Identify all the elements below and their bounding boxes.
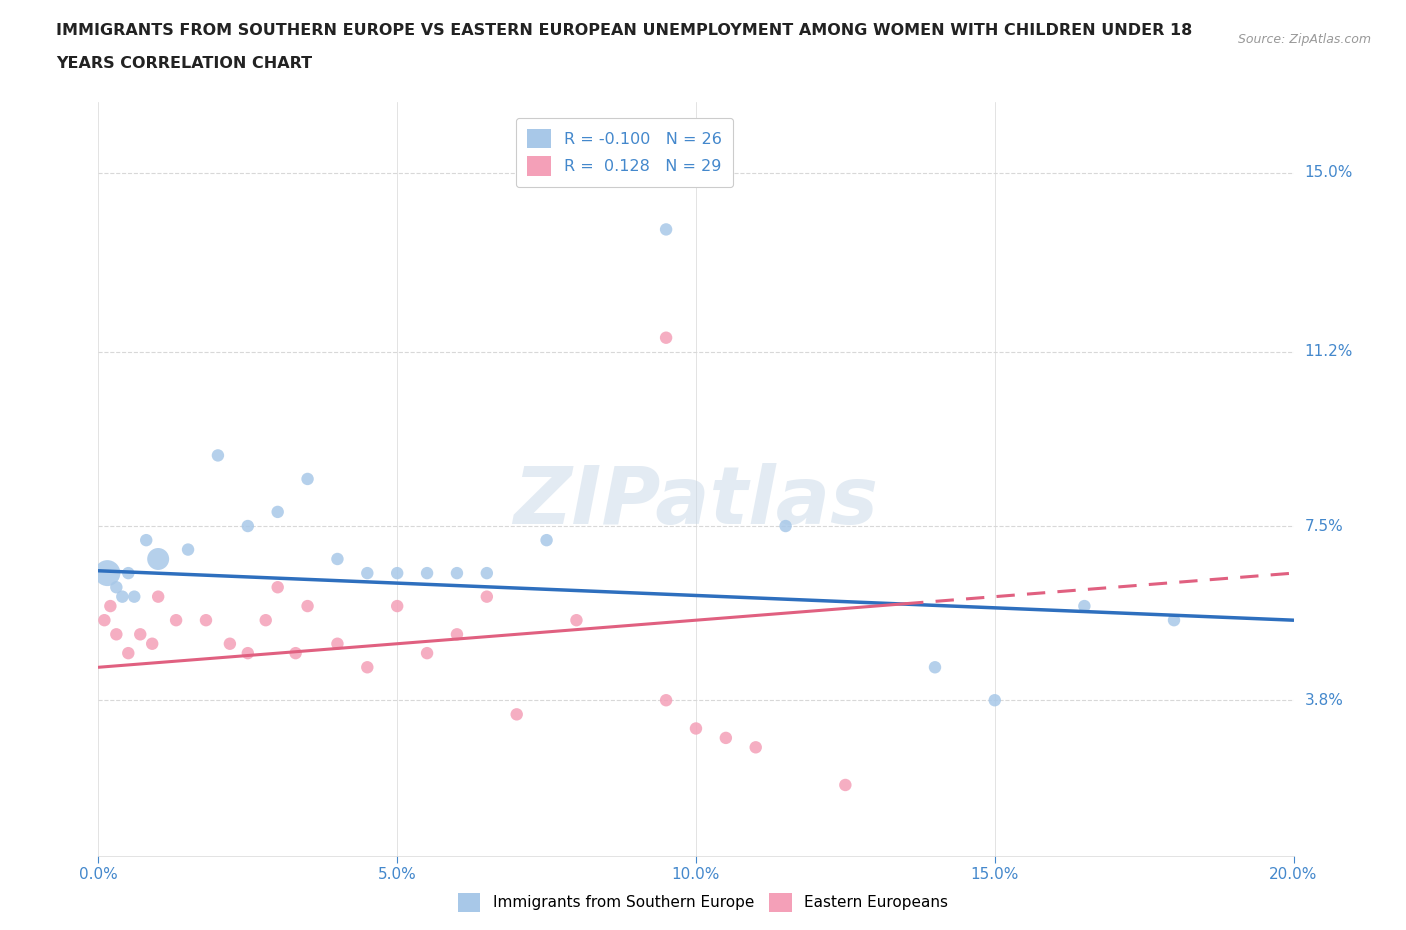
- Point: [984, 693, 1007, 708]
- Text: Source: ZipAtlas.com: Source: ZipAtlas.com: [1237, 33, 1371, 46]
- Point: [326, 636, 349, 651]
- Point: [236, 519, 259, 534]
- Point: [326, 551, 349, 566]
- Point: [924, 660, 946, 675]
- Point: [745, 740, 768, 755]
- Point: [148, 590, 170, 604]
- Point: [775, 519, 797, 534]
- Point: [267, 504, 290, 519]
- Legend: R = -0.100   N = 26, R =  0.128   N = 29: R = -0.100 N = 26, R = 0.128 N = 29: [516, 118, 733, 187]
- Point: [111, 590, 134, 604]
- Point: [165, 613, 187, 628]
- Point: [565, 613, 588, 628]
- Text: 11.2%: 11.2%: [1305, 344, 1353, 359]
- Point: [297, 599, 319, 614]
- Point: [1163, 613, 1185, 628]
- Point: [117, 645, 139, 660]
- Point: [207, 448, 229, 463]
- Point: [141, 636, 163, 651]
- Point: [655, 222, 678, 237]
- Point: [117, 565, 139, 580]
- Point: [416, 565, 439, 580]
- Point: [105, 579, 128, 594]
- Point: [124, 590, 146, 604]
- Point: [284, 645, 307, 660]
- Point: [385, 599, 409, 614]
- Point: [385, 565, 409, 580]
- Text: 7.5%: 7.5%: [1305, 519, 1343, 534]
- Point: [714, 730, 737, 745]
- Point: [129, 627, 152, 642]
- Point: [446, 565, 468, 580]
- Point: [96, 565, 118, 580]
- Point: [834, 777, 856, 792]
- Text: YEARS CORRELATION CHART: YEARS CORRELATION CHART: [56, 56, 312, 71]
- Legend: Immigrants from Southern Europe, Eastern Europeans: Immigrants from Southern Europe, Eastern…: [451, 887, 955, 918]
- Text: 15.0%: 15.0%: [1305, 166, 1353, 180]
- Point: [356, 565, 378, 580]
- Text: IMMIGRANTS FROM SOUTHERN EUROPE VS EASTERN EUROPEAN UNEMPLOYMENT AMONG WOMEN WIT: IMMIGRANTS FROM SOUTHERN EUROPE VS EASTE…: [56, 23, 1192, 38]
- Point: [254, 613, 277, 628]
- Point: [93, 613, 115, 628]
- Point: [98, 599, 122, 614]
- Point: [506, 707, 529, 722]
- Text: ZIPatlas: ZIPatlas: [513, 462, 879, 540]
- Point: [685, 721, 707, 736]
- Point: [446, 627, 468, 642]
- Point: [177, 542, 200, 557]
- Point: [267, 579, 290, 594]
- Point: [1073, 599, 1095, 614]
- Point: [536, 533, 558, 548]
- Point: [356, 660, 378, 675]
- Text: 3.8%: 3.8%: [1305, 693, 1344, 708]
- Point: [148, 551, 170, 566]
- Point: [475, 565, 498, 580]
- Point: [475, 590, 498, 604]
- Point: [195, 613, 218, 628]
- Point: [135, 533, 157, 548]
- Point: [655, 693, 678, 708]
- Point: [655, 330, 678, 345]
- Point: [297, 472, 319, 486]
- Point: [416, 645, 439, 660]
- Point: [236, 645, 259, 660]
- Point: [105, 627, 128, 642]
- Point: [219, 636, 242, 651]
